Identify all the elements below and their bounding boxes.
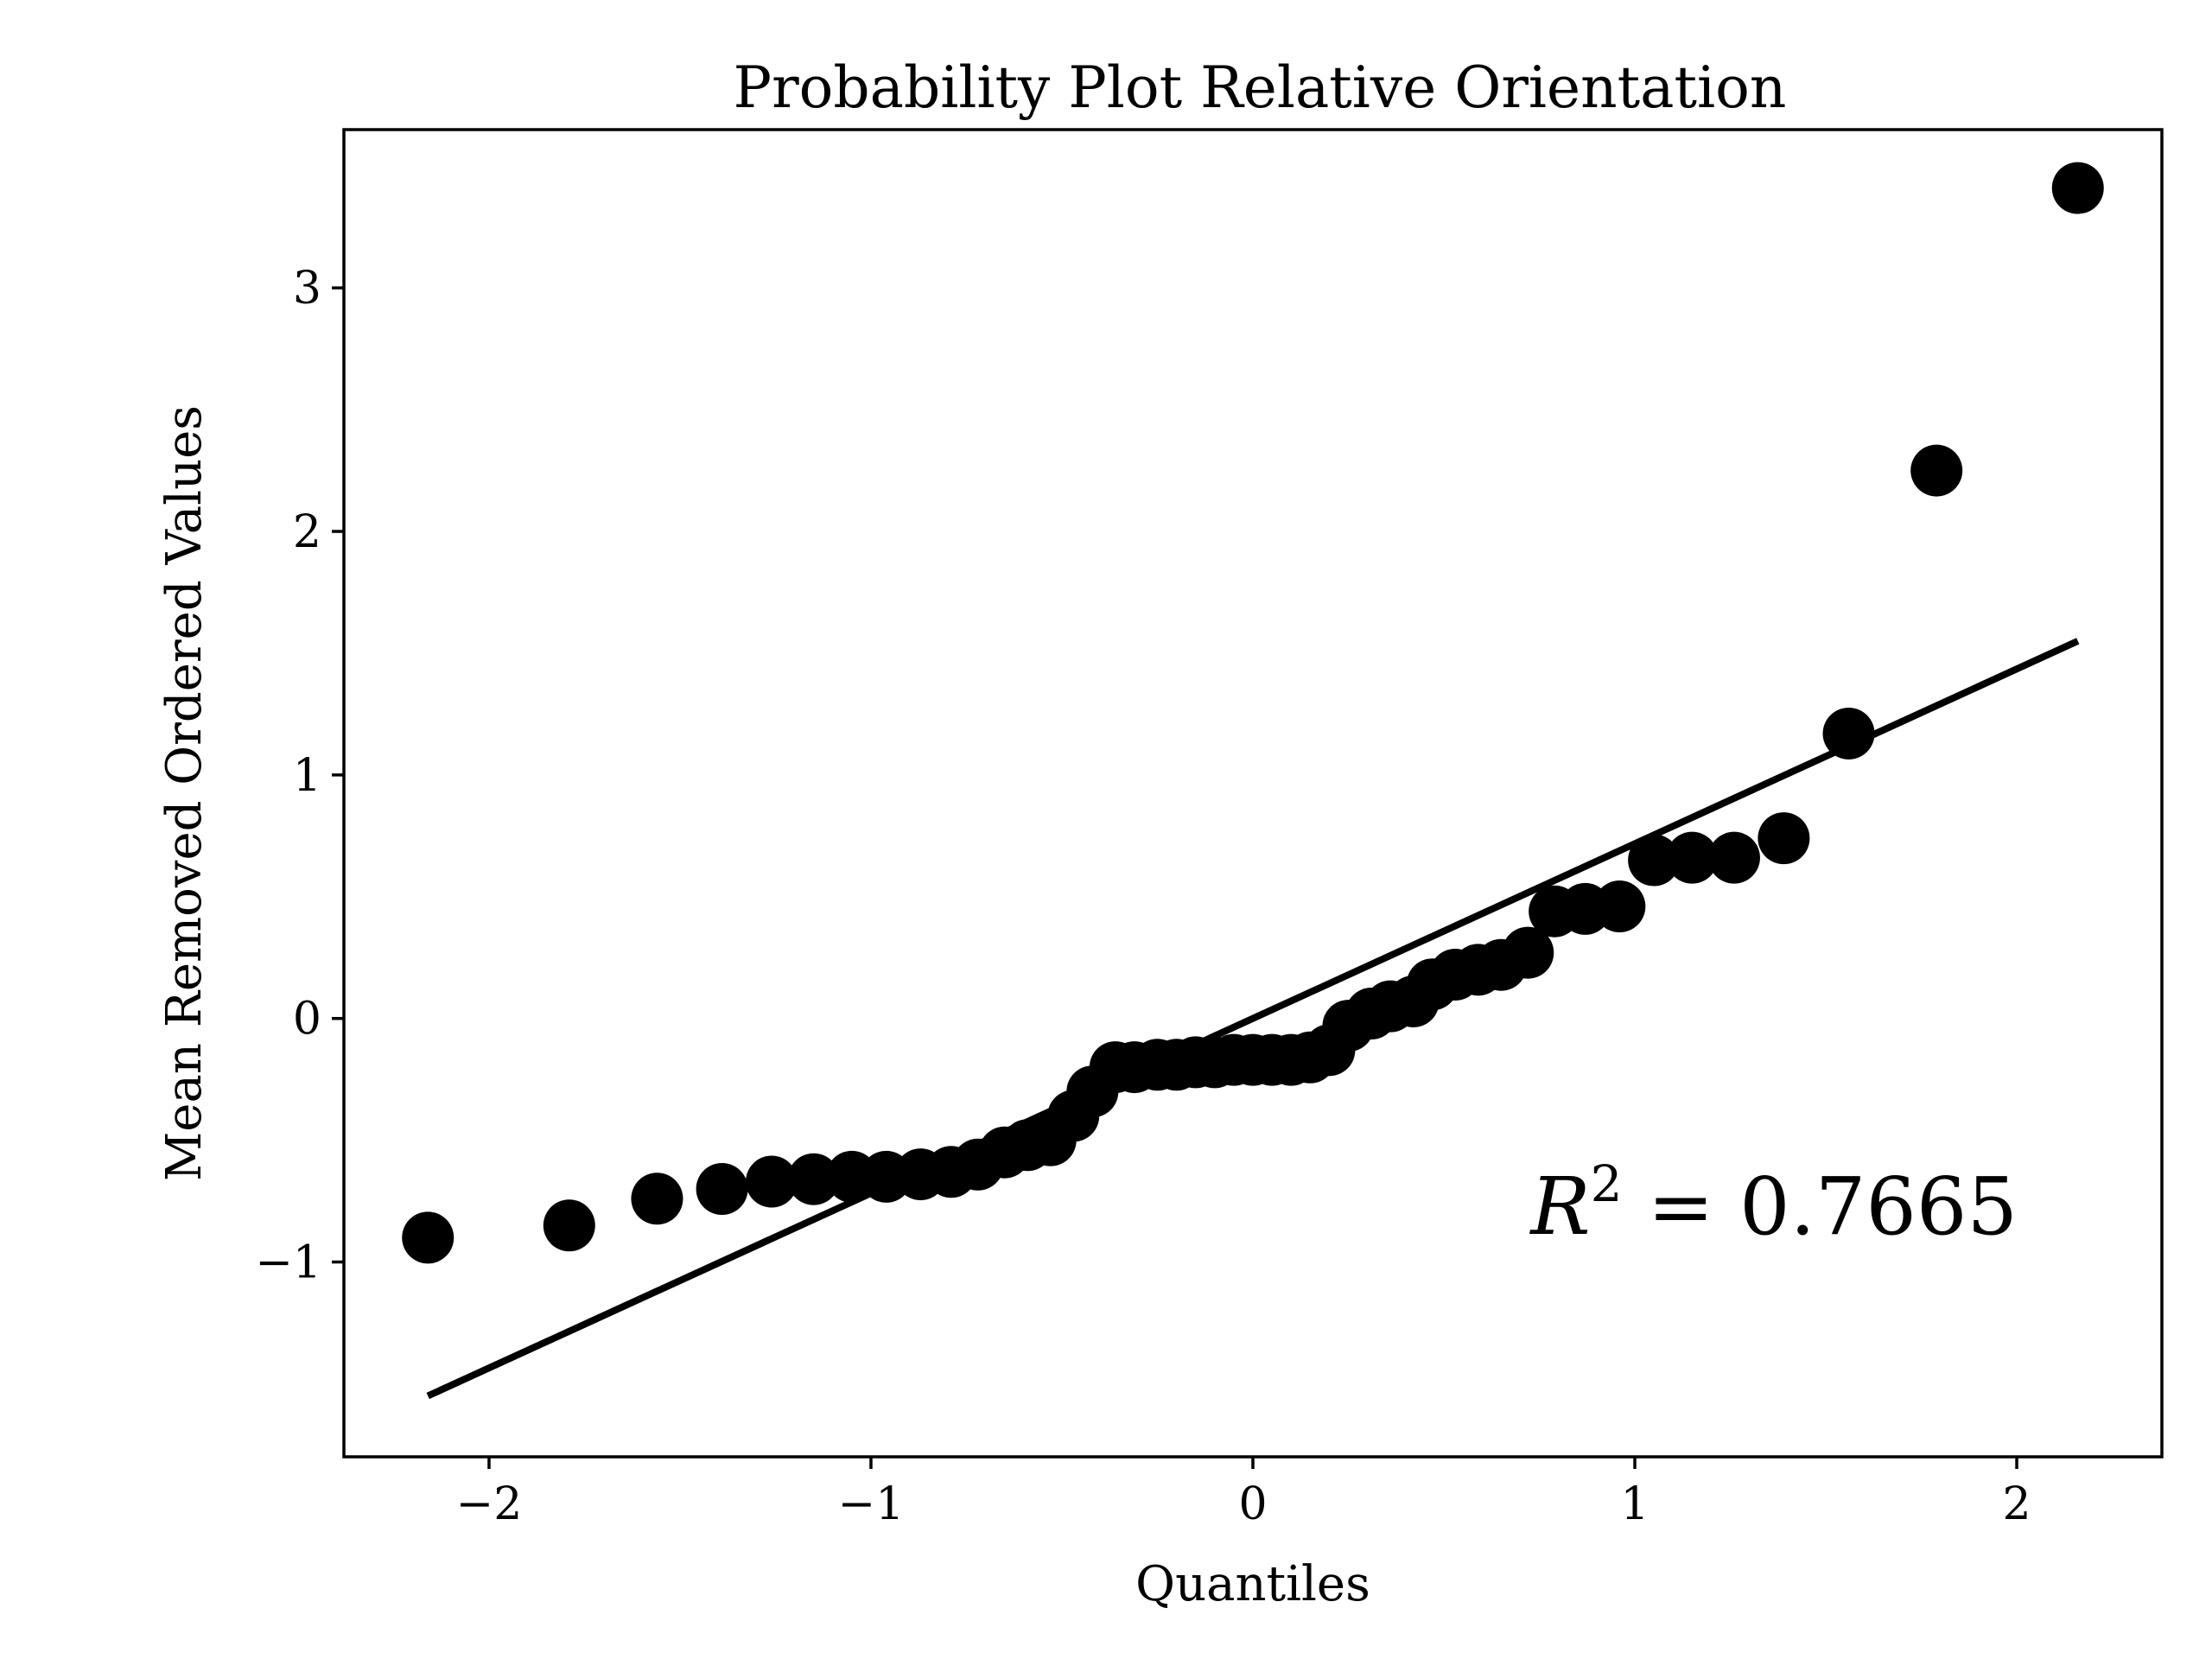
data-point <box>1707 831 1760 884</box>
fit-line-layer <box>426 638 2080 1400</box>
y-tick-label: 3 <box>293 263 321 315</box>
x-tick-label: −2 <box>456 1478 523 1530</box>
data-point <box>787 1153 840 1205</box>
x-axis-label: Quantiles <box>1135 1556 1370 1612</box>
data-point <box>402 1211 454 1264</box>
x-tick-label: 1 <box>1620 1478 1649 1530</box>
data-point <box>2051 162 2104 214</box>
data-point <box>1758 812 1810 865</box>
data-point <box>631 1173 683 1225</box>
x-tick-label: 2 <box>2002 1478 2031 1530</box>
y-tick-label: 0 <box>293 994 321 1046</box>
data-point <box>746 1155 798 1208</box>
fit-line <box>426 638 2080 1400</box>
y-tick-label: 1 <box>293 750 321 802</box>
x-tick-label: −1 <box>838 1478 905 1530</box>
data-points-layer <box>402 162 2104 1264</box>
x-tick-label: 0 <box>1238 1478 1267 1530</box>
y-tick-label: −1 <box>255 1237 321 1289</box>
r-squared-value: = 0.7665 <box>1623 1160 2018 1253</box>
chart-title: Probability Plot Relative Orientation <box>734 54 1787 121</box>
data-point <box>543 1199 595 1252</box>
r-squared-symbol: R <box>1529 1160 1590 1253</box>
data-point <box>1593 880 1646 933</box>
y-tick-label: 2 <box>293 506 321 558</box>
r-squared-exponent: 2 <box>1591 1154 1623 1213</box>
r-squared-annotation: R2 = 0.7665 <box>1529 1154 2018 1253</box>
data-point <box>1502 926 1554 979</box>
y-axis-ticks: −1 0 1 2 3 <box>255 263 344 1289</box>
data-point <box>696 1162 748 1215</box>
y-axis-label: Mean Removed Ordered Values <box>156 405 213 1181</box>
data-point <box>1910 444 1963 497</box>
x-axis-ticks: −2 −1 0 1 2 <box>456 1457 2031 1530</box>
data-point <box>1822 707 1875 760</box>
data-point <box>1666 831 1719 884</box>
data-point <box>1628 834 1681 887</box>
